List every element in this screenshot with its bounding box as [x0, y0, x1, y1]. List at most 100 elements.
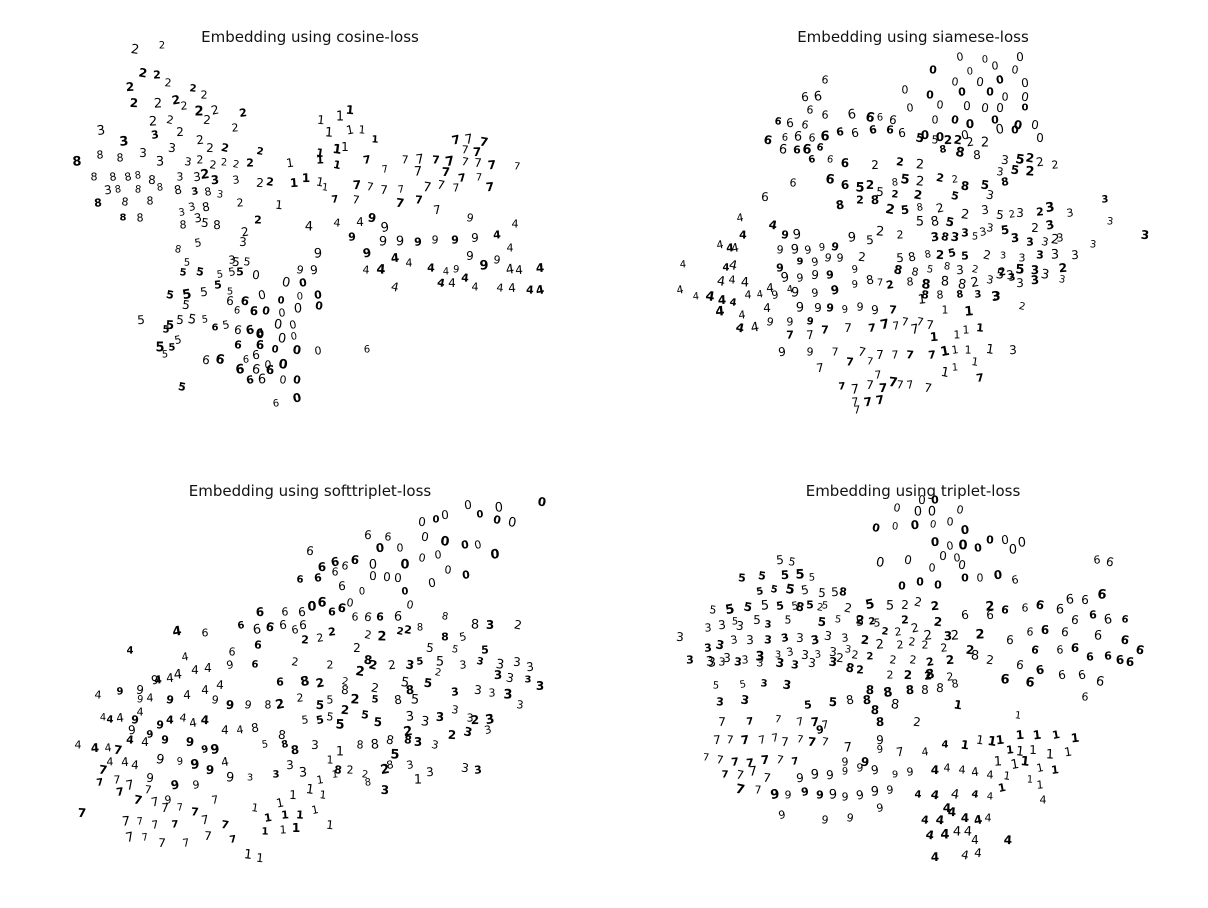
- digit-point: 5: [817, 615, 827, 630]
- digit-point: 6: [255, 605, 264, 619]
- digit-point: 5: [155, 341, 164, 356]
- digit-point: 6: [1070, 641, 1079, 655]
- digit-point: 5: [436, 654, 445, 669]
- digit-point: 9: [804, 243, 813, 257]
- digit-point: 9: [243, 698, 252, 712]
- digit-point: 3: [405, 758, 414, 772]
- digit-point: 9: [471, 231, 479, 245]
- digit-point: 0: [928, 504, 937, 519]
- digit-point: 0: [995, 122, 1006, 138]
- digit-point: 7: [806, 328, 815, 342]
- digit-point: 6: [1115, 653, 1125, 668]
- digit-point: 8: [960, 179, 970, 194]
- digit-point: 8: [921, 277, 931, 293]
- digit-point: 6: [806, 103, 814, 117]
- digit-point: 1: [325, 818, 334, 833]
- digit-point: 0: [537, 494, 547, 509]
- digit-point: 8: [890, 697, 900, 713]
- digit-point: 6: [214, 352, 226, 368]
- digit-point: 7: [838, 381, 846, 392]
- panel-title-cosine-loss: Embedding using cosine-loss: [201, 28, 419, 46]
- digit-point: 0: [420, 530, 430, 545]
- digit-point: 7: [366, 180, 375, 194]
- digit-point: 9: [146, 771, 155, 786]
- digit-point: 3: [459, 658, 467, 671]
- digit-point: 2: [203, 113, 212, 128]
- digit-point: 4: [920, 813, 930, 827]
- digit-point: 3: [1036, 248, 1044, 261]
- digit-point: 5: [738, 571, 747, 585]
- digit-point: 9: [806, 345, 814, 358]
- digit-point: 1: [1032, 728, 1042, 743]
- digit-point: 5: [855, 180, 865, 195]
- digit-point: 4: [736, 211, 745, 225]
- digit-point: 5: [864, 597, 876, 613]
- digit-point: 5: [931, 133, 939, 146]
- digit-point: 8: [970, 648, 979, 664]
- digit-point: 7: [113, 773, 120, 786]
- digit-point: 4: [763, 301, 771, 315]
- digit-point: 6: [808, 154, 817, 166]
- panel-title-triplet-loss: Embedding using triplet-loss: [806, 482, 1021, 500]
- digit-point: 5: [371, 694, 379, 705]
- digit-point: 0: [929, 63, 938, 77]
- digit-point: 5: [753, 613, 761, 627]
- digit-point: 6: [251, 362, 262, 378]
- digit-point: 9: [851, 279, 858, 291]
- digit-point: 2: [915, 174, 925, 190]
- digit-point: 3: [516, 698, 525, 712]
- panel-title-siamese-loss: Embedding using siamese-loss: [797, 28, 1029, 46]
- digit-point: 0: [261, 304, 271, 318]
- digit-point: 4: [427, 261, 436, 274]
- digit-point: 7: [444, 154, 456, 170]
- digit-point: 2: [434, 667, 442, 679]
- digit-point: 9: [870, 762, 880, 777]
- digit-point: 2: [231, 121, 239, 135]
- digit-point: 3: [764, 619, 772, 630]
- digit-point: 0: [1020, 76, 1029, 91]
- digit-point: 5: [886, 598, 895, 613]
- digit-point: 6: [290, 623, 299, 637]
- digit-point: 7: [702, 752, 709, 764]
- digit-point: 3: [717, 618, 726, 633]
- digit-point: 2: [1058, 261, 1068, 276]
- digit-point: 9: [452, 264, 460, 276]
- digit-point: 2: [254, 214, 262, 227]
- digit-point: 9: [396, 235, 404, 250]
- digit-point: 3: [1089, 239, 1096, 251]
- digit-point: 9: [156, 718, 165, 732]
- digit-point: 0: [965, 117, 974, 131]
- digit-point: 6: [296, 574, 304, 585]
- digit-point: 8: [203, 185, 212, 199]
- digit-point: 9: [493, 253, 502, 267]
- digit-point: 5: [199, 285, 209, 300]
- digit-point: 9: [810, 767, 819, 782]
- digit-point: 7: [879, 317, 891, 334]
- digit-point: 6: [364, 528, 373, 542]
- digit-point: 3: [800, 648, 809, 663]
- digit-point: 2: [340, 703, 350, 718]
- digit-point: 6: [317, 560, 326, 574]
- digit-point: 4: [716, 274, 727, 290]
- digit-point: 2: [975, 627, 985, 642]
- digit-point: 6: [813, 89, 823, 105]
- digit-point: 4: [154, 673, 163, 687]
- digit-point: 6: [864, 110, 876, 127]
- digit-point: 1: [964, 304, 974, 320]
- digit-point: 2: [246, 156, 254, 169]
- digit-point: 5: [961, 249, 969, 262]
- digit-point: 0: [996, 101, 1004, 115]
- digit-point: 1: [345, 122, 355, 137]
- digit-point: 9: [810, 268, 819, 283]
- digit-point: 8: [906, 275, 914, 289]
- digit-point: 7: [150, 794, 160, 809]
- digit-point: 9: [790, 242, 799, 258]
- digit-point: 9: [811, 286, 819, 300]
- digit-point: 1: [953, 697, 963, 712]
- digit-point: 9: [826, 268, 835, 282]
- digit-point: 2: [1050, 232, 1060, 248]
- digit-point: 3: [1019, 252, 1026, 265]
- digit-point: 2: [1018, 301, 1027, 313]
- digit-point: 9: [776, 261, 784, 274]
- digit-point: 0: [893, 501, 902, 515]
